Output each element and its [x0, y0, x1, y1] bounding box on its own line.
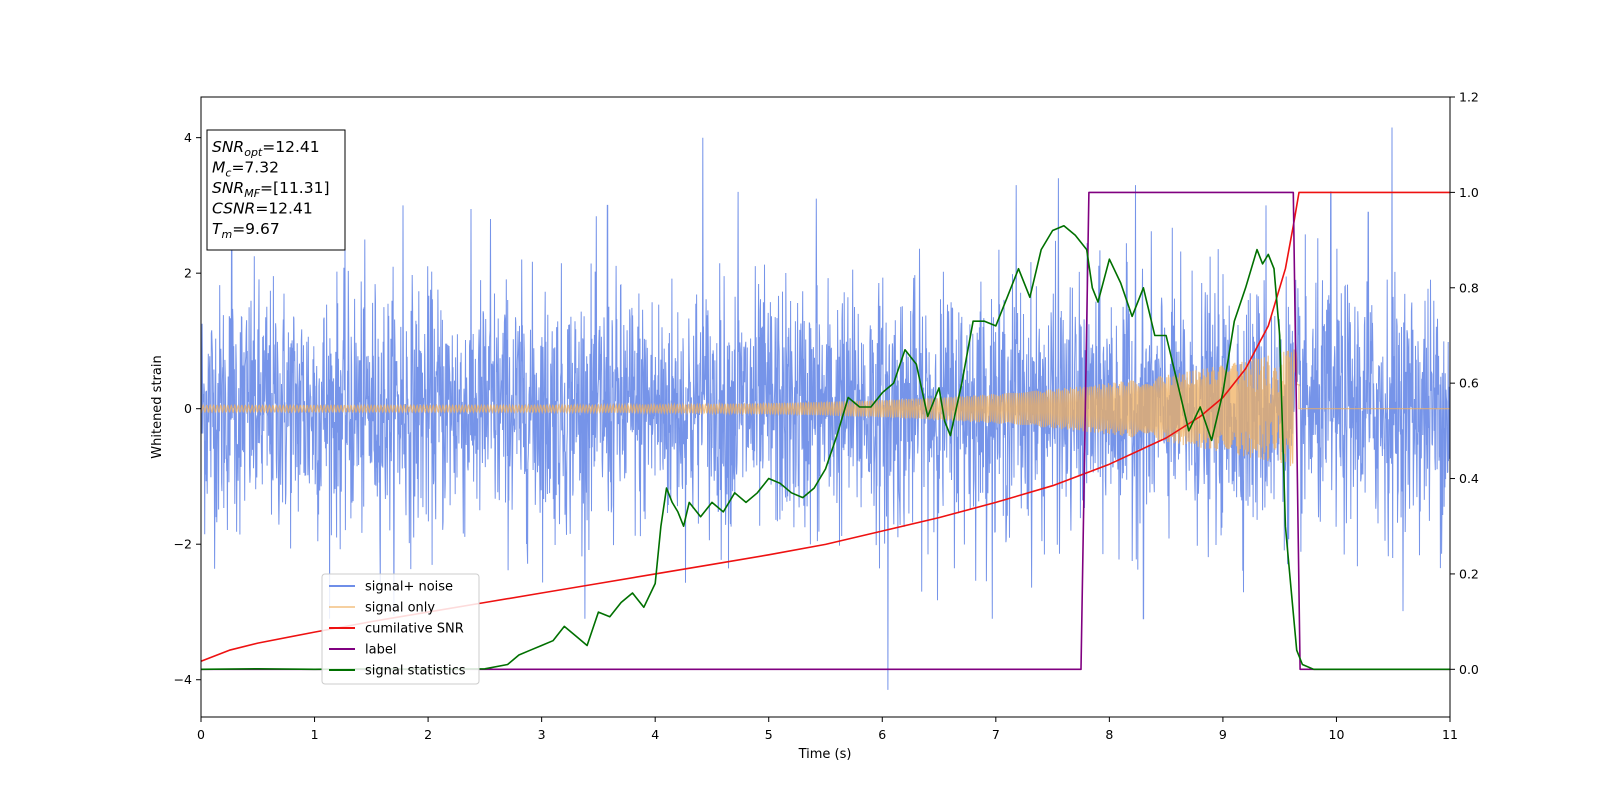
y-axis-left: −4 −2 0 2 4 — [174, 130, 201, 687]
y2-tick-label: 0.2 — [1459, 566, 1479, 581]
info-box-line: Mc=7.32 — [212, 159, 279, 180]
info-box-line: Tm=9.67 — [212, 220, 280, 241]
plot-frame — [200, 96, 1451, 718]
legend-label: cumilative SNR — [365, 622, 464, 637]
y-tick-label: 0 — [184, 401, 192, 416]
legend-label: signal statistics — [365, 664, 466, 679]
y2-tick-label: 0.8 — [1459, 280, 1479, 295]
x-tick-label: 8 — [1105, 727, 1113, 742]
x-tick-label: 9 — [1219, 727, 1227, 742]
x-tick-label: 1 — [311, 727, 319, 742]
info-box-line: SNRMF=[11.31] — [212, 179, 330, 200]
x-tick-label: 2 — [424, 727, 432, 742]
x-tick-label: 11 — [1442, 727, 1458, 742]
y-tick-label: 4 — [184, 130, 192, 145]
y-tick-label: 2 — [184, 266, 192, 281]
y-tick-label: −2 — [174, 537, 192, 552]
x-tick-label: 0 — [197, 727, 205, 742]
legend-label: signal only — [365, 601, 435, 616]
x-tick-label: 10 — [1329, 727, 1345, 742]
y2-tick-label: 0.0 — [1459, 662, 1479, 677]
x-tick-label: 5 — [765, 727, 773, 742]
series-signal-only — [201, 349, 1450, 467]
y-axis-right: 0.0 0.2 0.4 0.6 0.8 1.0 1.2 — [1450, 90, 1479, 677]
y2-tick-label: 0.6 — [1459, 376, 1479, 391]
x-axis-label: Time (s) — [798, 747, 852, 762]
x-tick-label: 4 — [651, 727, 659, 742]
info-box-line: SNRopt=12.41 — [212, 138, 320, 159]
x-tick-label: 3 — [538, 727, 546, 742]
legend-frame — [321, 573, 480, 685]
legend: signal+ noise signal only cumilative SNR la… — [321, 573, 480, 685]
y-tick-label: −4 — [174, 672, 192, 687]
info-box: SNRopt=12.41Mc=7.32SNRMF=[11.31]CSNR=12.… — [206, 129, 346, 251]
series-signal-statistics — [201, 225, 1450, 671]
legend-label: label — [365, 643, 396, 658]
y2-tick-label: 1.0 — [1459, 185, 1479, 200]
y2-tick-label: 1.2 — [1459, 90, 1479, 105]
x-axis: 0 1 2 3 4 5 6 7 8 9 10 11 — [197, 717, 1458, 742]
info-box-frame — [206, 129, 346, 251]
info-box-line: CSNR=12.41 — [212, 200, 313, 218]
y2-tick-label: 0.4 — [1459, 471, 1479, 486]
series-signal-noise — [201, 127, 1450, 690]
y-axis-label: Whitened strain — [150, 355, 165, 458]
x-tick-label: 6 — [878, 727, 886, 742]
x-tick-label: 7 — [992, 727, 1000, 742]
legend-label: signal+ noise — [365, 580, 453, 595]
